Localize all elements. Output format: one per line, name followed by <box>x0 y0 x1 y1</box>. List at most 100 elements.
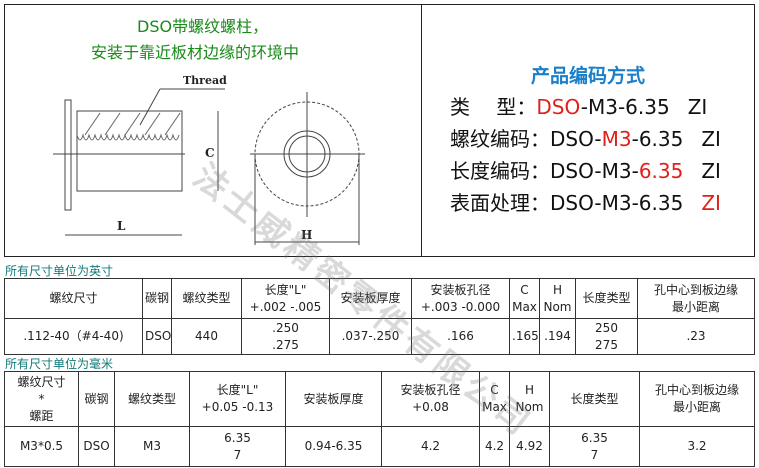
inch-caption: 所有尺寸单位为英寸 <box>5 264 114 278</box>
inch-header-row-cell: C Max <box>509 278 540 319</box>
inch-header-row-cell: 螺纹类型 <box>171 278 242 319</box>
metric-header-row-cell: 螺纹类型 <box>114 371 190 427</box>
cell-line: C <box>490 383 499 397</box>
inch-header-row: 螺纹尺寸 碳钢 螺纹类型 长度"L" +.002 -.005 安装板厚度 安装板孔径 +.00… <box>4 278 755 319</box>
cell-line: Nom <box>543 299 572 314</box>
inch-data-row-cell: .166 <box>411 318 510 355</box>
cell-line: .037-.250 <box>341 329 400 343</box>
cell-line: .165 <box>512 329 539 343</box>
cell-line: C <box>520 282 529 297</box>
inch-data-row-cell: .250 .275 <box>241 318 330 355</box>
cell-line: 440 <box>195 329 218 343</box>
cell-line: 0.94-6.35 <box>304 439 363 453</box>
code-highlight: 6.35 <box>638 159 684 183</box>
cell-line: DSO <box>83 439 110 453</box>
inch-table: 螺纹尺寸 碳钢 螺纹类型 长度"L" +.002 -.005 安装板厚度 安装板孔径 +.00… <box>4 278 755 355</box>
cell-line: 3.2 <box>687 439 707 453</box>
coding-row: 类 型：DSO-M3-6.35 ZI <box>450 91 707 120</box>
cell-line: .275 <box>272 337 299 352</box>
coding-row: 螺纹编码：DSO-M3-6.35 ZI <box>450 123 721 152</box>
inch-data-row-cell: 250 275 <box>575 318 638 355</box>
thread-label: Thread <box>183 74 227 87</box>
inch-header-row-cell: 孔中心到板边缘 最小距离 <box>637 278 755 319</box>
cell-line: 最小距离 <box>672 400 721 414</box>
cell-line: H <box>524 383 535 397</box>
code-highlight: M3 <box>601 127 632 151</box>
cell-line: 4.2 <box>420 439 441 453</box>
cell-line: 孔中心到板边缘 <box>653 282 738 297</box>
metric-data-row-cell: 3.2 <box>639 426 755 467</box>
metric-caption: 所有尺寸单位为毫米 <box>5 357 114 371</box>
thread-hatch <box>76 112 181 141</box>
metric-data-row-cell: M3*0.5 <box>4 426 79 467</box>
coding-row-label: 类 型： <box>450 95 537 119</box>
cell-line: +.003 -0.000 <box>420 299 501 314</box>
cell-line: 4.92 <box>516 439 543 453</box>
code-suffix: ZI <box>701 191 721 215</box>
metric-header-row-cell: 孔中心到板边缘 最小距离 <box>639 371 755 427</box>
coding-row-label: 长度编码： <box>450 159 550 183</box>
metric-data-row-cell: M3 <box>114 426 190 467</box>
metric-header-row-cell: 长度"L" +0.05 -0.13 <box>189 371 286 427</box>
body-shape <box>76 110 183 192</box>
cell-line: 螺纹类型 <box>127 391 176 406</box>
cell-line: 长度类型 <box>570 391 619 406</box>
cell-line: Nom <box>515 400 544 414</box>
cell-line: 6.35 <box>224 430 251 445</box>
cell-line: * <box>38 391 45 406</box>
cell-line: 螺纹尺寸 <box>17 374 66 389</box>
cell-line: 6.35 <box>581 430 608 445</box>
cell-line: 碳钢 <box>84 391 109 406</box>
metric-data-row-cell: 6.35 7 <box>549 426 640 467</box>
metric-header-row-cell: C Max <box>479 371 510 427</box>
dim-l-label: L <box>117 219 126 233</box>
cell-line: .194 <box>544 329 571 343</box>
cell-line: 螺距 <box>29 408 54 423</box>
cell-line: .250 <box>272 320 299 335</box>
cell-line: .166 <box>447 329 474 343</box>
cell-line: M3*0.5 <box>19 439 64 453</box>
technical-drawing: Thread C L H <box>53 74 365 245</box>
cell-line: 275 <box>595 337 618 352</box>
metric-data-row-cell: 4.92 <box>509 426 550 467</box>
cell-line: H <box>552 282 563 297</box>
cell-line: 螺纹尺寸 <box>49 291 98 305</box>
cell-line: 安装板厚度 <box>303 391 364 406</box>
metric-header-row: 螺纹尺寸 * 螺距 碳钢 螺纹类型 长度"L" +0.05 -0.13 安装板厚度 安装板孔径 +… <box>4 371 755 427</box>
metric-header-row-cell: 碳钢 <box>78 371 115 427</box>
cell-line: 长度"L" <box>264 282 307 297</box>
inch-header-row-cell: 长度类型 <box>575 278 638 319</box>
metric-header-row-cell: 长度类型 <box>549 371 640 427</box>
coding-title: 产品编码方式 <box>530 65 645 87</box>
code-part: DSO-M3-6.35 <box>550 191 684 215</box>
coding-row: 表面处理：DSO-M3-6.35 ZI <box>450 187 721 216</box>
drawing-panel: DSO带螺纹螺柱， 安装于靠近板材边缘的环境中 Thread C L <box>4 4 422 257</box>
cell-line: 碳钢 <box>145 291 170 305</box>
inch-header-row-cell: 碳钢 <box>142 278 172 319</box>
inch-data-row-cell: .112-40（#4-40) <box>4 318 143 355</box>
cell-line: 长度类型 <box>582 291 631 305</box>
code-part: -6.35 <box>631 127 684 151</box>
title-line-1: DSO带螺纹螺柱， <box>137 17 269 36</box>
metric-header-row-cell: 安装板厚度 <box>285 371 382 427</box>
inch-header-row-cell: 长度"L" +.002 -.005 <box>241 278 330 319</box>
coding-row-label: 表面处理： <box>450 191 550 215</box>
coding-row: 长度编码：DSO-M3-6.35 ZI <box>450 155 721 184</box>
coding-panel: 产品编码方式 类 型：DSO-M3-6.35 ZI 螺纹编码：DSO-M3-6.35… <box>421 4 755 257</box>
cell-line: 安装板孔径 <box>430 282 491 297</box>
inch-data-row-cell: .23 <box>637 318 755 355</box>
cell-line: DSO <box>145 329 172 343</box>
cell-line: .112-40（#4-40) <box>23 329 124 343</box>
cell-line: +0.05 -0.13 <box>201 400 274 414</box>
cell-line: 7 <box>233 447 242 462</box>
cell-line: +0.08 <box>412 400 449 414</box>
title-line-2: 安装于靠近板材边缘的环境中 <box>91 43 300 62</box>
dim-h-label: H <box>301 228 312 242</box>
cell-line: 安装板厚度 <box>340 291 401 305</box>
coding-row-label: 螺纹编码： <box>450 127 550 151</box>
inch-data-row-cell: DSO <box>142 318 172 355</box>
thread-leader <box>139 88 161 126</box>
metric-table: 螺纹尺寸 * 螺距 碳钢 螺纹类型 长度"L" +0.05 -0.13 安装板厚度 安装板孔径 +… <box>4 371 755 467</box>
cell-line: 安装板孔径 <box>400 383 461 397</box>
